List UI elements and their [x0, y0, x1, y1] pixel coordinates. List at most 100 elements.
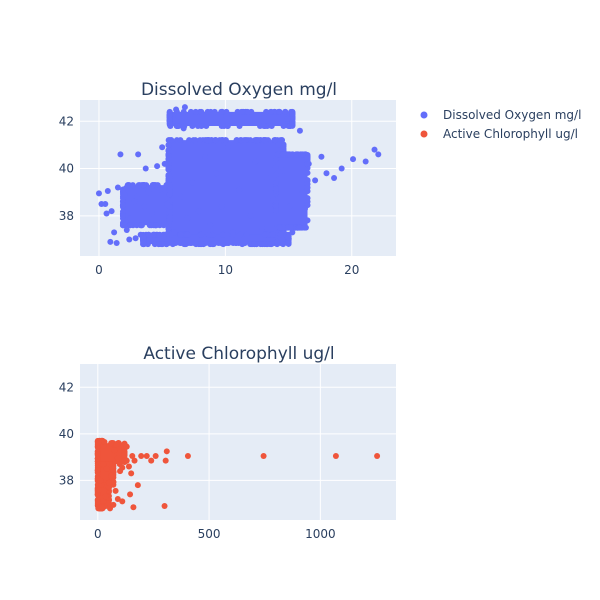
data-point: [289, 119, 296, 126]
data-point: [194, 123, 201, 129]
data-point: [332, 452, 339, 459]
data-point: [114, 184, 121, 191]
data-point: [180, 125, 187, 132]
data-point: [280, 151, 287, 158]
data-point: [312, 177, 319, 184]
data-point: [123, 227, 130, 233]
data-point: [272, 171, 279, 178]
data-point: [205, 231, 212, 238]
data-point: [296, 127, 303, 134]
legend[interactable]: Dissolved Oxygen mg/l Active Chlorophyll…: [420, 108, 582, 141]
legend-item-dissolved-oxygen[interactable]: Dissolved Oxygen mg/l: [420, 108, 582, 122]
x-tick-label: 10: [218, 263, 233, 277]
legend-marker-dissolved-oxygen: [420, 111, 428, 119]
data-point: [166, 187, 173, 194]
data-point: [181, 241, 188, 248]
data-point: [195, 208, 202, 215]
legend-marker-active-chlorophyll: [420, 130, 428, 138]
data-point: [131, 198, 138, 205]
data-point: [299, 189, 306, 196]
panel-dissolved-oxygen: 0 10 20 38 40 42 Dissolved Oxygen mg/l: [59, 80, 396, 277]
data-point: [168, 137, 175, 144]
data-point: [302, 224, 309, 231]
data-point: [254, 137, 261, 144]
x-tick-label: 1000: [305, 527, 336, 541]
dense-point-band: [168, 140, 284, 243]
data-point: [241, 137, 248, 144]
x-tick-label: 0: [95, 263, 103, 277]
legend-item-active-chlorophyll[interactable]: Active Chlorophyll ug/l: [420, 127, 579, 141]
data-point: [289, 110, 296, 117]
y-tick-label: 38: [59, 209, 74, 223]
data-point: [223, 113, 230, 120]
data-point: [94, 498, 101, 505]
data-point: [301, 205, 308, 212]
data-point: [174, 123, 181, 129]
data-point: [138, 452, 145, 459]
data-point: [280, 123, 287, 129]
data-point: [187, 108, 194, 115]
data-point: [166, 208, 173, 215]
data-point: [98, 482, 105, 489]
data-point: [124, 182, 131, 189]
data-point: [299, 151, 306, 158]
data-point: [223, 108, 230, 115]
data-point: [143, 452, 150, 459]
data-point: [129, 452, 136, 459]
legend-label-dissolved-oxygen: Dissolved Oxygen mg/l: [443, 108, 581, 122]
data-point: [149, 210, 156, 217]
data-point: [180, 108, 187, 115]
data-point: [331, 175, 338, 181]
data-point: [210, 241, 217, 248]
data-point: [177, 137, 184, 144]
data-point: [165, 164, 172, 171]
y-tick-label: 42: [59, 114, 74, 128]
data-point: [133, 193, 140, 200]
data-point: [220, 241, 227, 248]
data-point: [243, 231, 250, 238]
data-point: [275, 141, 282, 148]
data-point: [259, 224, 266, 231]
data-point: [119, 212, 126, 219]
data-point: [175, 113, 182, 120]
data-point: [160, 222, 167, 229]
data-point: [261, 231, 268, 238]
data-point: [318, 153, 325, 160]
data-point: [127, 222, 134, 229]
data-point: [198, 108, 205, 115]
data-point: [260, 452, 267, 459]
data-point: [323, 170, 330, 177]
data-point: [148, 457, 155, 464]
data-point: [126, 236, 133, 243]
data-point: [275, 151, 282, 158]
data-point: [237, 231, 244, 238]
data-point: [184, 452, 191, 459]
data-point: [125, 463, 132, 470]
data-point: [272, 179, 279, 186]
data-point: [100, 461, 107, 468]
x-tick-label: 20: [344, 263, 359, 277]
data-point: [119, 202, 126, 209]
data-point: [280, 241, 287, 248]
data-point: [137, 231, 144, 238]
data-point: [155, 241, 162, 248]
data-point: [121, 451, 128, 458]
data-point: [152, 222, 159, 229]
data-point: [229, 229, 236, 236]
data-point: [209, 111, 216, 118]
data-point: [117, 151, 124, 158]
data-point: [189, 179, 196, 186]
data-point: [203, 123, 210, 129]
data-point: [169, 241, 176, 248]
data-point: [142, 165, 149, 172]
data-point: [293, 151, 300, 158]
y-tick-label: 40: [59, 427, 74, 441]
data-point: [202, 153, 209, 160]
data-point: [133, 222, 140, 229]
data-point: [148, 222, 155, 229]
data-point: [222, 137, 229, 144]
data-point: [107, 238, 114, 245]
data-points-active-chlorophyll: [94, 437, 381, 512]
data-point: [111, 447, 118, 454]
data-point: [280, 143, 287, 150]
